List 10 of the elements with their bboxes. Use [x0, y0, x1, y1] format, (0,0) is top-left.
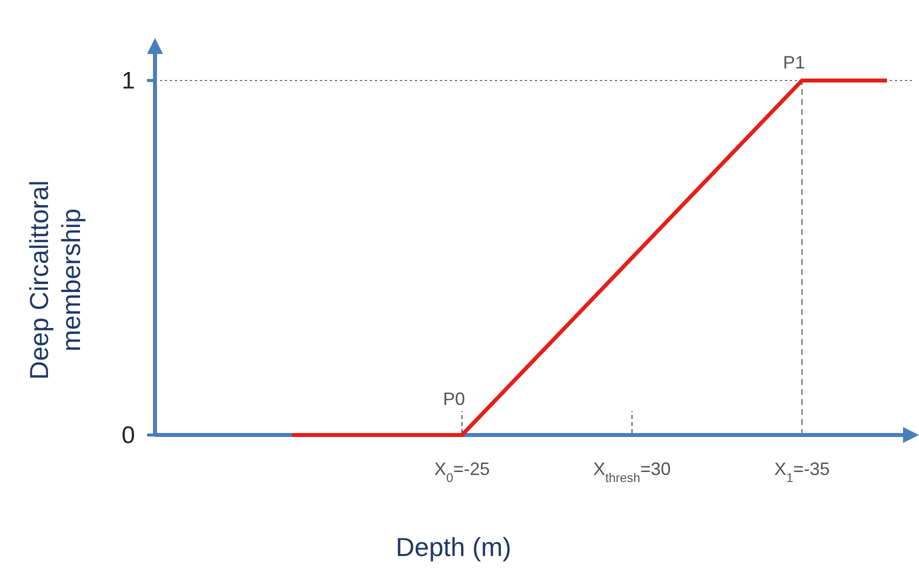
x-tick-label: X$_{1}$=-35: [774, 459, 830, 485]
x-tick-label: X$_{0}$=-25: [434, 459, 490, 485]
line-series: [290, 78, 889, 437]
annotation: P1: [782, 52, 806, 72]
x-tick-label: X$_{thresh}$=30: [593, 459, 671, 485]
y-tick-label: 0: [122, 422, 135, 449]
annotation: P0: [442, 389, 466, 409]
y-axis-title: Deep Circalittoral membership: [24, 180, 86, 380]
x-axis-title: Depth (m): [396, 532, 512, 562]
y-tick-label: 1: [122, 67, 135, 94]
